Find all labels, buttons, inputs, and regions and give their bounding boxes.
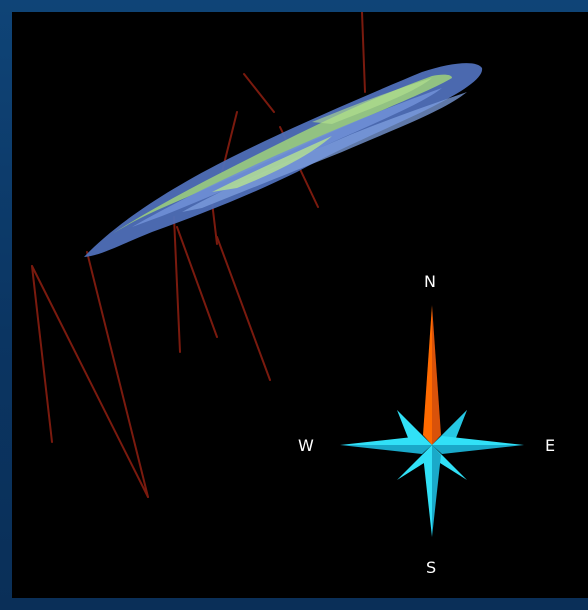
- ore-body[interactable]: [84, 63, 483, 257]
- compass-west-label: W: [298, 436, 314, 455]
- compass-east-label: E: [545, 436, 556, 455]
- south-point-icon: [423, 445, 432, 537]
- drill-hole: [216, 236, 271, 381]
- compass-north-label: N: [424, 272, 436, 291]
- east-point-icon: [432, 436, 524, 445]
- drill-hole: [243, 73, 275, 113]
- drill-hole: [361, 12, 366, 93]
- drill-holes: [31, 12, 366, 498]
- compass-south-label: S: [426, 558, 437, 577]
- ore-body-layer: [182, 92, 467, 212]
- drill-hole: [176, 226, 218, 338]
- drill-hole: [86, 251, 149, 498]
- drill-hole: [173, 216, 181, 353]
- compass-cardinal-points: [340, 305, 524, 537]
- drill-hole: [31, 265, 149, 498]
- ore-body-layer: [312, 78, 432, 124]
- west-point-icon: [340, 436, 432, 445]
- scene-canvas: [31, 12, 524, 537]
- ore-body-layer: [212, 136, 332, 192]
- north-point-icon: [423, 305, 432, 445]
- compass-rose: [340, 305, 524, 537]
- drill-hole: [31, 265, 53, 443]
- 3d-viewport[interactable]: N S E W: [12, 12, 588, 598]
- drill-hole: [211, 201, 218, 245]
